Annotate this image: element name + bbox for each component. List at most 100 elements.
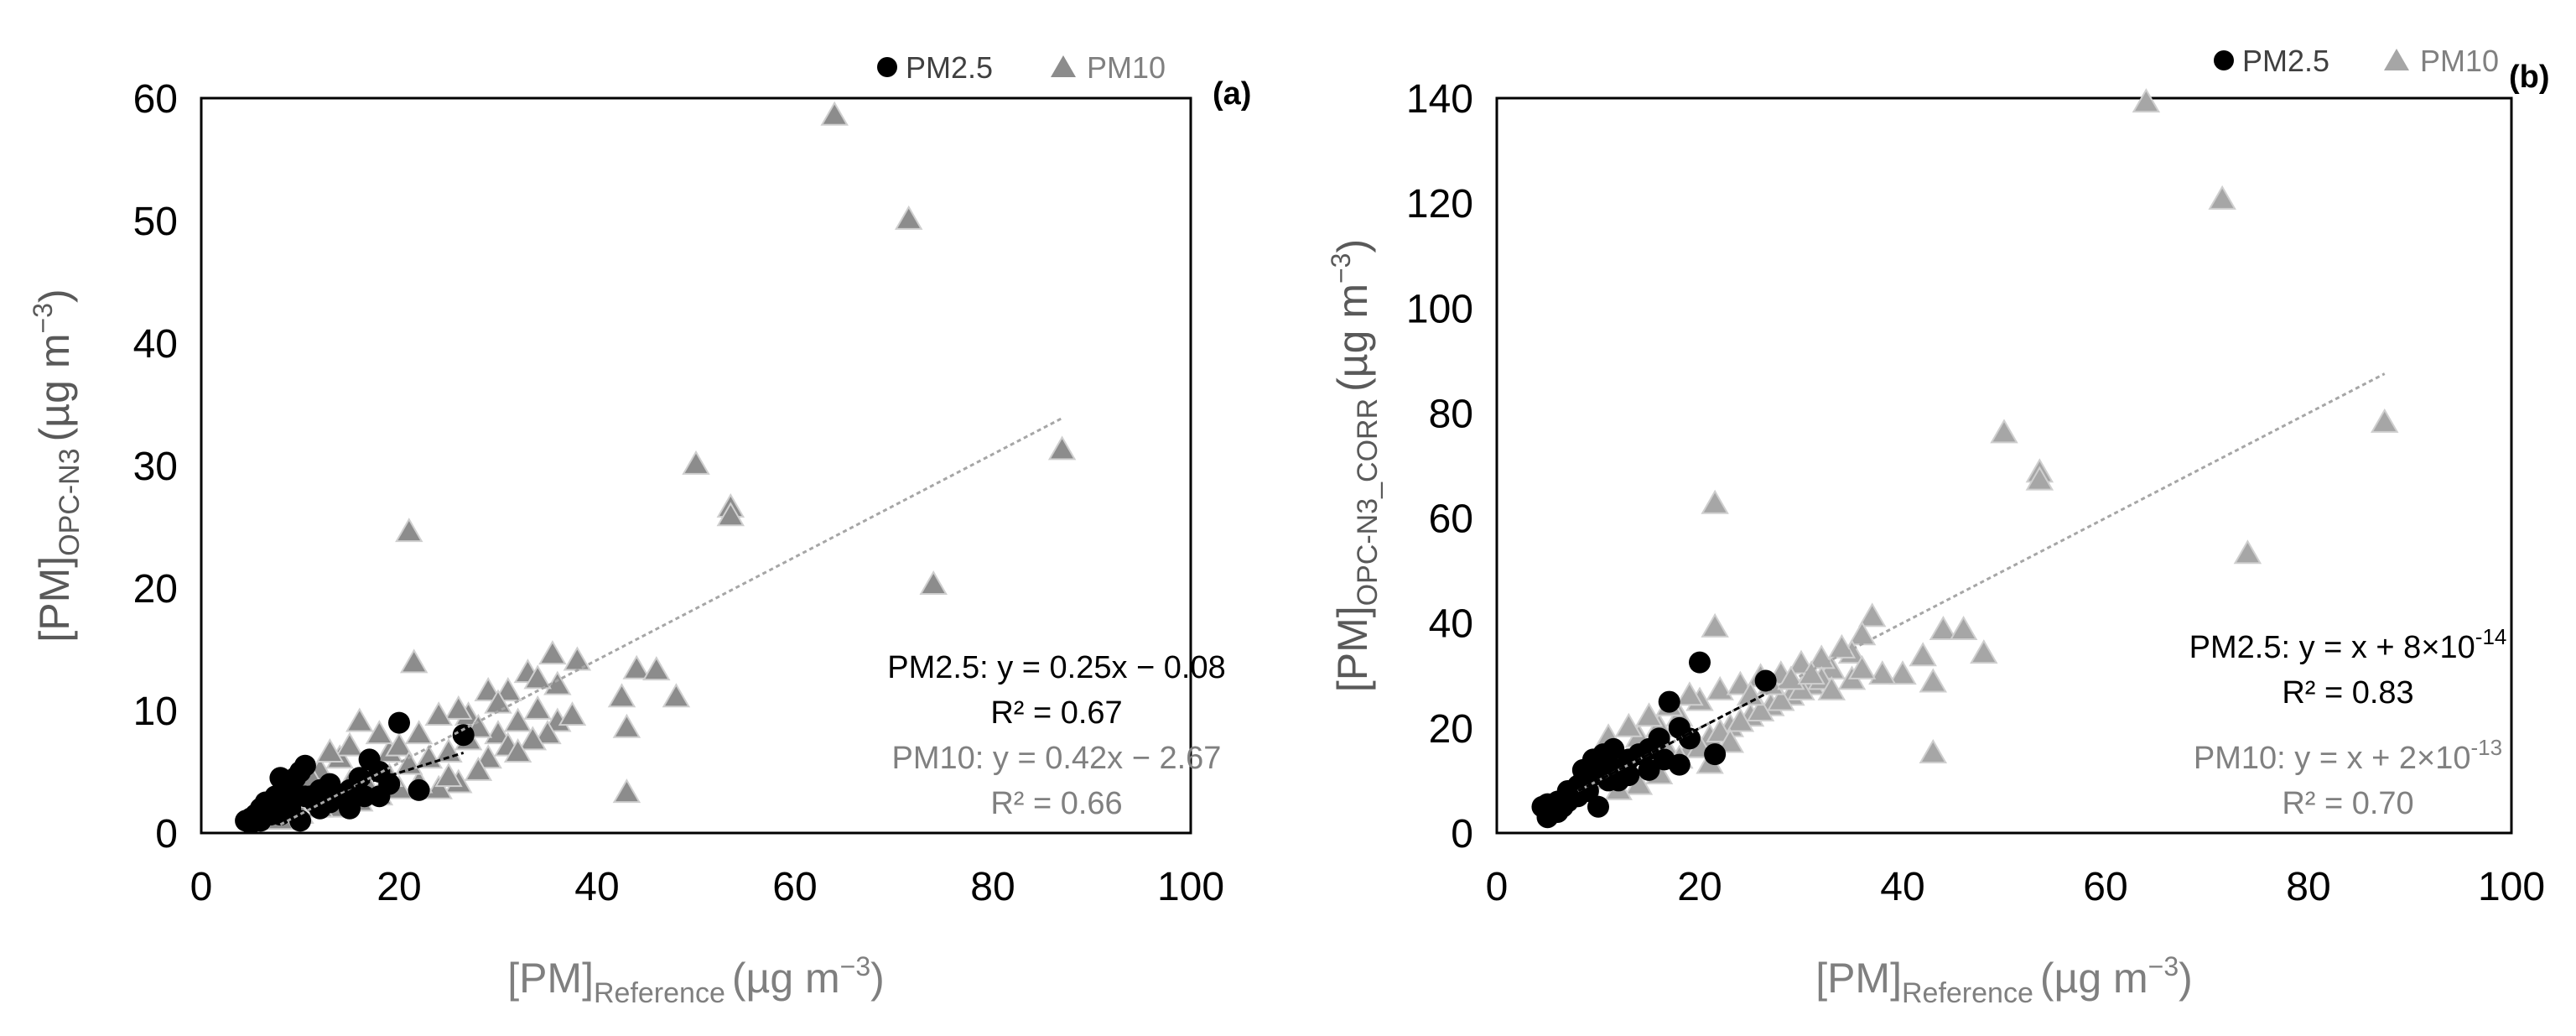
pm10-point [642,656,671,681]
x-axis-label-b: [PM]Reference (µg m−3) [1815,951,2193,1009]
pm10-point [894,205,923,230]
pm10-point [1675,681,1704,706]
pm25-trendline [240,752,465,824]
pm10-point [612,713,641,738]
pm10-point [1746,696,1775,721]
pm10-point [474,676,502,701]
pm25-point [339,797,361,820]
y-tick-label: 80 [1429,392,1473,436]
x-tick-label: 60 [2083,865,2127,909]
annotation-a-pm10-eq: PM10: y = 0.42x − 2.67 [892,741,1222,776]
pm25-point [1581,748,1604,771]
pm25-point [1638,758,1660,781]
y-tick-label: 140 [1406,77,1473,122]
trendlines-b [1536,372,2386,814]
legend-pm25-marker [2214,50,2234,70]
pm25-point [240,812,262,835]
x-tick-label: 100 [2478,865,2545,909]
pm10-point [404,720,434,745]
pm10-point [2025,466,2054,491]
y-tick-label: 20 [1429,707,1473,752]
annotation-b-pm10-eq: PM10: y = x + 2×10-13 [2194,735,2502,776]
pm10-point [444,695,473,720]
y-ticks-b: 0 20 40 60 80 100 120 140 [1406,77,1473,856]
pm10-point [2208,185,2236,210]
annotation-a-pm25-r2: R² = 0.67 [990,695,1122,731]
legend-pm25-marker [877,57,897,77]
legend-pm25-label: PM2.5 [906,50,993,85]
pm10-point [474,744,502,769]
pm10-point [1701,612,1729,638]
panel-a: 0 10 20 30 40 50 60 0 20 40 60 80 100 PM2.5 PM10 (a… [28,50,1251,1009]
pm10-point [1888,660,1917,685]
y-tick-label: 30 [133,445,178,489]
points-b [1531,88,2399,829]
legend-pm10-marker [1051,55,1076,77]
pm25-point [1754,669,1777,692]
pm10-point [1909,642,1937,667]
y-tick-label: 60 [1429,497,1473,542]
pm10-point [399,648,428,674]
y-tick-label: 40 [1429,602,1473,647]
pm10-point [538,640,567,665]
pm10-point [1929,615,1958,640]
pm10-point [919,570,948,595]
pm25-point [1704,743,1727,766]
y-tick-label: 50 [133,200,178,244]
legend-b: PM2.5 PM10 [2214,44,2499,78]
y-tick-label: 0 [1451,812,1473,856]
annotation-b-pm25-r2: R² = 0.83 [2282,675,2413,711]
panel-label-b: (b) [2509,60,2550,95]
pm10-point [503,737,532,763]
pm10-point [503,707,532,732]
pm25-point [1602,737,1625,760]
pm10-point [1919,668,1948,693]
pm10-trendline [279,417,1063,826]
pm10-point [1990,419,2018,444]
pm10-point [315,737,345,763]
pm10-point [385,731,413,757]
x-tick-label: 60 [772,865,817,909]
legend-pm10-marker [2384,49,2409,70]
legend-pm10-label: PM10 [1087,50,1166,85]
pm25-point [452,724,475,747]
pm10-point [434,763,463,788]
x-tick-label: 0 [190,865,213,909]
x-tick-label: 0 [1486,865,1509,909]
pm10-point [464,756,493,781]
pm10-point [1857,602,1887,627]
pm25-point [293,754,316,777]
x-tick-label: 80 [970,865,1015,909]
pm25-point [1587,795,1609,818]
pm25-point [1658,690,1680,713]
y-tick-label: 120 [1406,182,1473,226]
pm10-point [1726,707,1755,732]
legend-pm25-label: PM2.5 [2242,44,2329,78]
panel-label-a: (a) [1213,76,1251,112]
pm10-point [558,701,587,726]
annotation-a-pm10-r2: R² = 0.66 [990,786,1122,821]
pm25-point [289,810,311,832]
pm25-point [1576,779,1599,802]
pm10-point [494,676,522,701]
pm10-point [612,778,641,804]
pm10-point [1767,686,1795,711]
pm10-point [424,701,453,726]
pm10-point [518,726,548,751]
trendlines-a [240,417,1063,826]
pm10-point [622,654,651,679]
y-tick-label: 0 [155,812,178,856]
y-tick-label: 100 [1406,287,1473,331]
pm25-point [284,785,307,808]
pm10-point [1047,435,1077,461]
x-tick-label: 20 [1677,865,1722,909]
pm10-point [1634,702,1664,727]
annotation-a-pm25-eq: PM2.5: y = 0.25x − 0.08 [887,650,1225,685]
pm10-point [523,664,552,690]
pm10-point [1777,665,1805,690]
pm10-point [1970,639,1998,664]
pm25-point [1618,764,1640,787]
pm10-point [2132,88,2161,113]
pm10-point [662,683,691,708]
